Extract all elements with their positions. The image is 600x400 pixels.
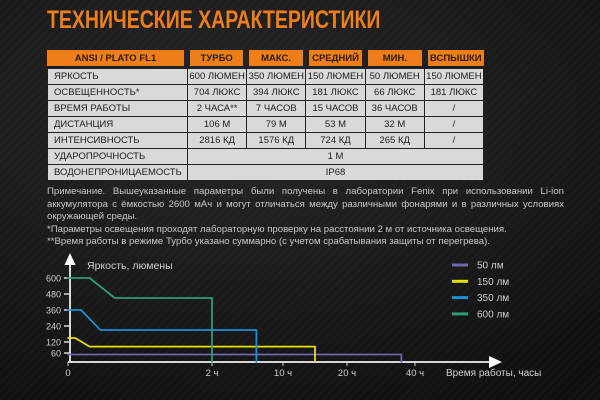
table-row: ОСВЕЩЕННОСТЬ* 704 ЛЮКС 394 ЛЮКС 181 ЛЮКС 66 … bbox=[47, 84, 483, 100]
table-cell: 181 ЛЮКС bbox=[305, 84, 365, 100]
note-asterisk: *Параметры освещения проходят лабораторн… bbox=[47, 223, 507, 235]
x-axis-label: Время работы, часы bbox=[446, 367, 541, 379]
table-cell: 2 ЧАСА** bbox=[187, 100, 247, 116]
table-header-row: ANSI / PLATO FL1 ТУРБО МАКС. СРЕДНИЙ МИН… bbox=[47, 50, 484, 66]
note-paragraph: Примечание. Вышеуказанные параметры были… bbox=[47, 186, 564, 223]
table-cell: 2816 КД bbox=[187, 132, 247, 148]
table-header-cell: МИН. bbox=[368, 50, 422, 66]
table-header-cell: ТУРБО bbox=[190, 50, 244, 66]
table-cell: 181 ЛЮКС bbox=[423, 84, 483, 100]
series-line-50лм bbox=[67, 353, 403, 363]
legend-label: 150 лм bbox=[477, 277, 509, 288]
y-tick-label: 480 bbox=[46, 290, 61, 300]
table-cell: ИНТЕНСИВНОСТЬ bbox=[47, 132, 187, 148]
table-row: ИНТЕНСИВНОСТЬ 2816 КД 1576 КД 724 КД 265 КД / bbox=[47, 132, 483, 148]
table-cell: 150 ЛЮМЕН bbox=[423, 68, 483, 84]
notes: Примечание. Вышеуказанные параметры были… bbox=[47, 186, 564, 249]
y-tick-label: 60 bbox=[51, 349, 61, 359]
specs-table: ANSI / PLATO FL1 ТУРБО МАКС. СРЕДНИЙ МИН… bbox=[47, 50, 484, 181]
legend-label: 50 лм bbox=[477, 261, 504, 272]
x-tick-label: 20 ч bbox=[338, 368, 356, 379]
y-tick-label: 360 bbox=[46, 306, 61, 316]
page-title: ТЕХНИЧЕСКИЕ ХАРАКТЕРИСТИКИ bbox=[47, 6, 381, 34]
table-cell: / bbox=[423, 100, 483, 116]
table-cell: ОСВЕЩЕННОСТЬ* bbox=[47, 84, 187, 100]
x-tick-label: 10 ч bbox=[274, 368, 292, 379]
legend-label: 600 лм bbox=[477, 309, 509, 320]
table-row: ДИСТАНЦИЯ 106 М 79 М 53 М 32 М / bbox=[47, 116, 483, 132]
table-cell: 350 ЛЮМЕН bbox=[246, 68, 306, 84]
table-cell: 106 М bbox=[187, 116, 247, 132]
table-cell: / bbox=[423, 132, 483, 148]
table-row: УДАРОПРОЧНОСТЬ 1 М bbox=[47, 148, 483, 164]
table-cell: 79 М bbox=[246, 116, 306, 132]
table-row: ЯРКОСТЬ 600 ЛЮМЕН 350 ЛЮМЕН 150 ЛЮМЕН 50 ЛЮМ… bbox=[47, 68, 483, 84]
table-cell: 600 ЛЮМЕН bbox=[187, 68, 247, 84]
x-tick-label: 2 ч bbox=[206, 368, 219, 379]
x-tick-label: 0 bbox=[65, 368, 70, 379]
table-cell: 66 ЛЮКС bbox=[364, 84, 424, 100]
y-axis-label: Яркость, люмены bbox=[87, 260, 173, 272]
y-tick-label: 600 bbox=[46, 274, 61, 284]
table-header-cell: ANSI / PLATO FL1 bbox=[47, 50, 184, 66]
table-header-cell: СРЕДНИЙ bbox=[308, 50, 363, 66]
table-cell: 7 ЧАСОВ bbox=[246, 100, 306, 116]
x-axis-arrow-icon bbox=[489, 356, 502, 368]
series-line-350лм bbox=[67, 309, 258, 363]
y-tick-label: 120 bbox=[46, 338, 61, 348]
table-cell: / bbox=[423, 116, 483, 132]
table-cell: 150 ЛЮМЕН bbox=[305, 68, 365, 84]
table-cell: ДИСТАНЦИЯ bbox=[47, 116, 187, 132]
table-cell: 724 КД bbox=[305, 132, 365, 148]
table-cell: 53 М bbox=[305, 116, 365, 132]
series-line-600лм bbox=[67, 277, 213, 363]
table-row: ВОДОНЕПРОНИЦАЕМОСТЬ IP68 bbox=[47, 164, 483, 180]
table-cell: 265 КД bbox=[364, 132, 424, 148]
table-row: ВРЕМЯ РАБОТЫ 2 ЧАСА** 7 ЧАСОВ 15 ЧАСОВ 36 ЧА… bbox=[47, 100, 483, 116]
table-cell: ВРЕМЯ РАБОТЫ bbox=[47, 100, 187, 116]
table-cell: 15 ЧАСОВ bbox=[305, 100, 365, 116]
table-cell: 704 ЛЮКС bbox=[187, 84, 247, 100]
specs-table-body: ЯРКОСТЬ 600 ЛЮМЕН 350 ЛЮМЕН 150 ЛЮМЕН 50 ЛЮМ… bbox=[47, 68, 484, 181]
table-cell: 394 ЛЮКС bbox=[246, 84, 306, 100]
table-cell: 36 ЧАСОВ bbox=[364, 100, 424, 116]
table-cell: ВОДОНЕПРОНИЦАЕМОСТЬ bbox=[47, 164, 187, 180]
table-header-cell: ВСПЫШКИ bbox=[427, 50, 484, 66]
table-cell: IP68 bbox=[187, 164, 483, 180]
y-axis-arrow-icon bbox=[64, 253, 76, 265]
table-cell: 1576 КД bbox=[246, 132, 306, 148]
table-cell: УДАРОПРОЧНОСТЬ bbox=[47, 148, 187, 164]
table-cell: ЯРКОСТЬ bbox=[47, 68, 187, 84]
note-double-asterisk: **Время работы в режиме Турбо указано су… bbox=[47, 236, 490, 248]
x-tick-label: 40 ч bbox=[406, 368, 424, 379]
table-cell: 50 ЛЮМЕН bbox=[364, 68, 424, 84]
y-tick-label: 240 bbox=[46, 322, 61, 332]
table-cell: 32 М bbox=[364, 116, 424, 132]
legend-label: 350 лм bbox=[477, 293, 509, 304]
table-header-cell: МАКС. bbox=[249, 50, 303, 66]
series-line-150лм bbox=[67, 337, 316, 363]
table-cell: 1 М bbox=[187, 148, 483, 164]
